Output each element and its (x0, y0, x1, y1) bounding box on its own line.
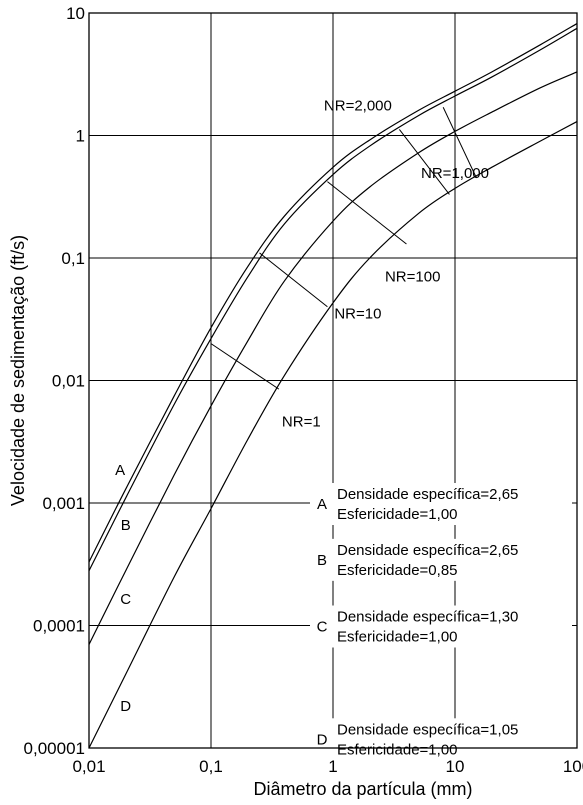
x-tick-label: 10 (446, 757, 465, 776)
legend-sphericity: Esfericidade=1,00 (337, 506, 458, 523)
legend-letter: B (317, 552, 327, 569)
y-axis-label: Velocidade de sedimentação (ft/s) (8, 235, 28, 506)
legend-letter: C (317, 619, 328, 636)
y-tick-label: 0,0001 (33, 617, 85, 636)
tick-labels: 0,01 0,1 1 10 100 0,00001 0,0001 0,001 0,01 0,1 1 1… (24, 4, 583, 776)
y-tick-label: 10 (66, 4, 85, 23)
curve-c (88, 71, 578, 645)
velocity-curves (88, 23, 578, 749)
legend-letter: D (317, 731, 328, 748)
reynolds-label: NR=2,000 (324, 97, 392, 114)
x-tick-label: 0,1 (199, 757, 223, 776)
legend-density: Densidade específica=2,65 (337, 486, 518, 503)
reynolds-line (442, 107, 477, 179)
y-tick-label: 0,01 (52, 372, 85, 391)
legend-mask (310, 718, 572, 761)
y-tick-label: 0,001 (42, 494, 85, 513)
curve-a (88, 23, 578, 563)
y-tick-label: 0,00001 (24, 739, 85, 758)
legend-density: Densidade específica=1,30 (337, 609, 518, 626)
plot-frame (88, 12, 578, 749)
legend-sphericity: Esfericidade=1,00 (337, 629, 458, 646)
reynolds-lines (210, 107, 477, 390)
y-tick-label: 1 (76, 127, 85, 146)
curve-letter-label: B (121, 517, 131, 534)
legend: A Densidade específica=2,65 Esfericidade=1… (317, 486, 519, 758)
reynolds-label: NR=100 (385, 269, 440, 286)
legend-background (310, 483, 572, 761)
legend-mask (310, 538, 572, 581)
reynolds-line (327, 181, 407, 245)
x-tick-label: 0,01 (72, 757, 105, 776)
x-tick-label: 100 (563, 757, 583, 776)
legend-mask (310, 605, 572, 648)
curve-b (88, 27, 578, 571)
reynolds-label: NR=10 (334, 306, 381, 323)
reynolds-line (398, 129, 450, 195)
legend-density: Densidade específica=2,65 (337, 542, 518, 559)
legend-sphericity: Esfericidade=0,85 (337, 562, 458, 579)
x-axis-label: Diâmetro da partícula (mm) (253, 779, 472, 799)
curve-letter-label: A (115, 462, 125, 479)
legend-density: Densidade específica=1,05 (337, 721, 518, 738)
legend-sphericity: Esfericidade=1,00 (337, 741, 458, 758)
curve-letter-label: D (120, 698, 131, 715)
x-tick-label: 1 (328, 757, 337, 776)
curve-labels: NR=2,000 NR=1,000 NR=100 NR=10 NR=1 A B C D (115, 97, 489, 715)
curve-letter-label: C (120, 591, 131, 608)
reynolds-line (210, 343, 280, 390)
legend-letter: A (317, 496, 327, 513)
curve-d (88, 121, 578, 749)
reynolds-label: NR=1 (282, 414, 321, 431)
legend-mask (310, 483, 572, 525)
reynolds-line (259, 252, 328, 308)
y-tick-label: 0,1 (61, 249, 85, 268)
reynolds-label: NR=1,000 (421, 165, 489, 182)
